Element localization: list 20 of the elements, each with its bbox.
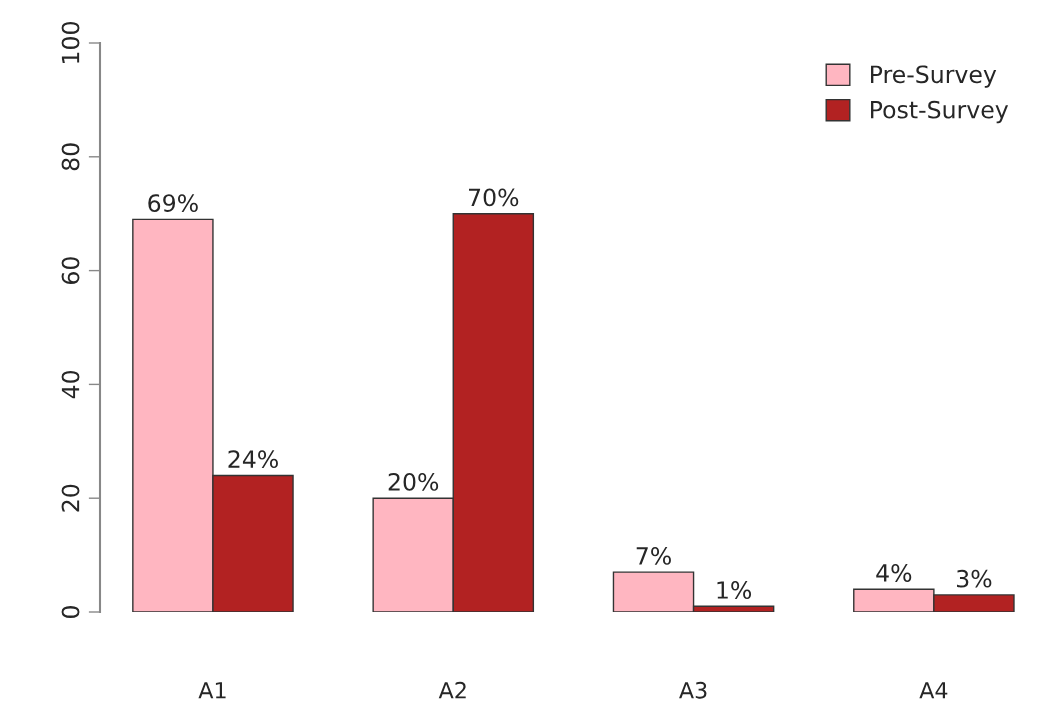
data-label: 4% xyxy=(876,564,912,582)
legend-label: Pre-Survey xyxy=(871,65,997,88)
y-tick-label: 100 xyxy=(61,22,80,63)
legend-label: Post-Survey xyxy=(871,100,1009,124)
y-tick-label: 80 xyxy=(61,143,80,171)
data-label: 20% xyxy=(388,472,439,491)
y-tick-label: 60 xyxy=(61,257,80,284)
data-label: 1% xyxy=(717,581,752,599)
data-label: 69% xyxy=(148,194,198,213)
data-label: 7% xyxy=(636,546,671,565)
x-tick-label: A3 xyxy=(679,681,707,699)
x-tick-label: A2 xyxy=(438,681,466,699)
y-tick-label: 0 xyxy=(61,606,80,618)
data-label: 24% xyxy=(228,450,278,469)
x-tick-label: A1 xyxy=(198,682,226,699)
y-tick-label: 40 xyxy=(61,370,80,399)
data-label: 70% xyxy=(469,188,519,207)
x-tick-label: A4 xyxy=(919,682,948,699)
data-label: 3% xyxy=(957,569,992,588)
y-tick-label: 20 xyxy=(61,484,80,512)
